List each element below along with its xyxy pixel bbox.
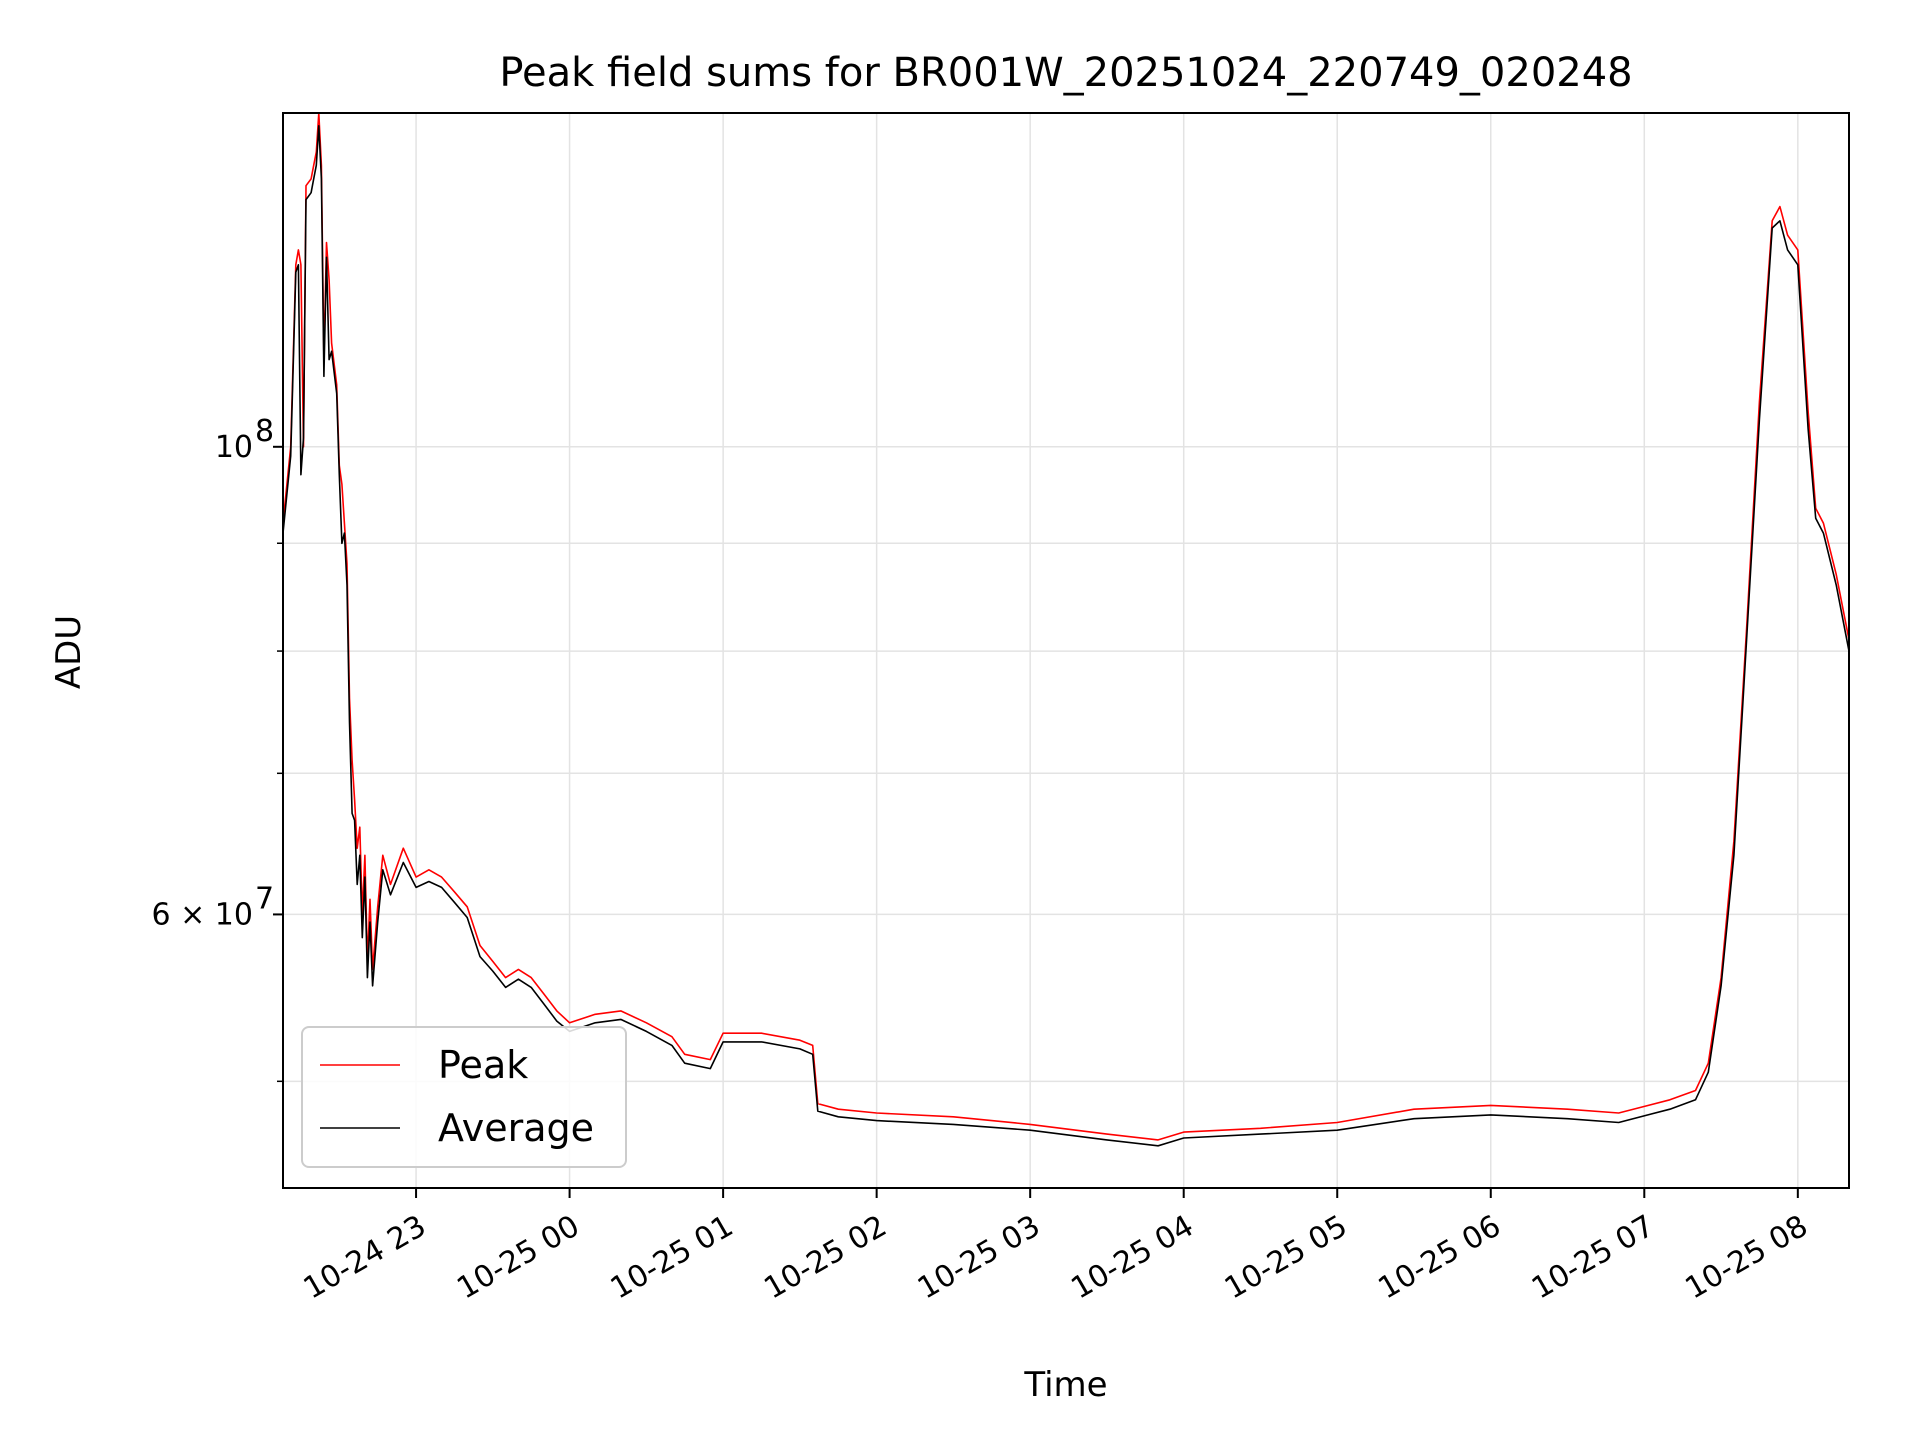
y-tick-exponent: 8 [255, 414, 274, 449]
legend: Peak Average [301, 1026, 627, 1168]
chart-title: Peak field sums for BR001W_20251024_2207… [499, 50, 1632, 96]
series-layer [282, 112, 1850, 1147]
legend-label-peak: Peak [438, 1043, 528, 1087]
legend-label-average: Average [438, 1106, 594, 1150]
y-tick-exponent: 7 [255, 881, 274, 916]
y-axis-label: ADU [49, 615, 89, 689]
x-axis-label: Time [1023, 1365, 1107, 1405]
legend-box [301, 1026, 627, 1168]
series-line-peak [282, 112, 1850, 1141]
y-tick-label: 10 [215, 430, 253, 465]
series-line-average [282, 125, 1850, 1147]
grid [283, 113, 1849, 1188]
y-axis: 10 8 6 × 10 7 [152, 414, 283, 1083]
y-tick-label: 6 × 10 [152, 897, 253, 932]
